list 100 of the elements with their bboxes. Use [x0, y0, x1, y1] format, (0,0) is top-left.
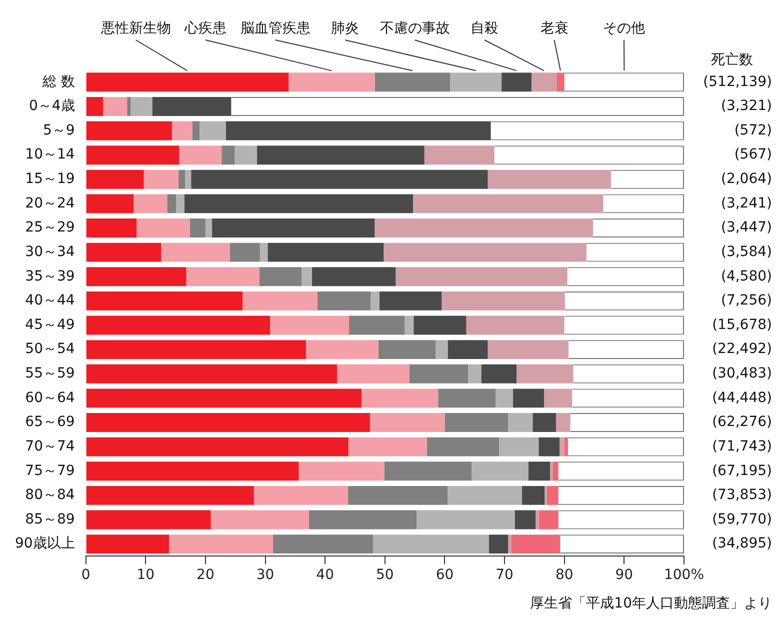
bar: [308, 510, 417, 530]
y2-axis-title: 死亡数: [711, 52, 753, 68]
bar: [86, 146, 180, 165]
bar: [374, 218, 594, 238]
bar: [86, 486, 254, 505]
bar: [384, 242, 586, 262]
bar: [349, 316, 405, 335]
bar: [416, 510, 515, 530]
bar: [86, 121, 172, 140]
bar: [205, 218, 212, 238]
x-tick-label: 30: [256, 567, 274, 584]
bar: [172, 121, 192, 140]
y2-tick-label: (3,584): [720, 244, 772, 260]
y2-tick-label: (73,853): [712, 487, 772, 504]
bar: [481, 364, 517, 384]
text: 脳血管疾患: [240, 20, 310, 37]
bar: [370, 413, 445, 432]
bar: [466, 316, 564, 335]
bar: [86, 72, 289, 92]
bar: [298, 462, 384, 481]
y2-tick-label: (3,241): [720, 195, 772, 212]
y-tick-label: 20～24: [25, 195, 75, 212]
text: 悪性新生物: [100, 20, 171, 37]
bar: [384, 462, 472, 481]
bar: [424, 146, 494, 165]
y-tick-label: 35～39: [25, 268, 75, 284]
bar: [442, 291, 565, 310]
bar: [130, 96, 152, 116]
bar: [380, 291, 442, 310]
bar: [256, 146, 424, 165]
bar: [404, 316, 414, 335]
y-tick-label: 40～44: [25, 292, 75, 309]
bar: [488, 170, 612, 189]
y-tick-label: 10～14: [25, 146, 75, 163]
bar: [508, 534, 512, 554]
bar: [86, 510, 211, 530]
bar: [528, 462, 550, 481]
bar: [186, 267, 260, 286]
bar: [260, 242, 268, 262]
bar: [127, 96, 131, 116]
bar: [268, 242, 384, 262]
bar: [448, 486, 522, 505]
y2-tick-label: (2,064): [720, 171, 772, 188]
bar: [86, 534, 169, 554]
bar: [86, 462, 299, 481]
bar: [86, 170, 144, 189]
bar: [556, 72, 564, 92]
bar: [134, 194, 168, 214]
bar: [103, 96, 128, 116]
bar: [378, 340, 436, 360]
bar: [136, 218, 190, 238]
x-tick-label: 50: [376, 567, 394, 584]
y2-tick-label: (34,895): [712, 536, 772, 552]
bar: [409, 364, 468, 384]
y2-tick-label: (44,448): [712, 390, 772, 406]
bar: [564, 437, 568, 456]
bar: [190, 218, 206, 238]
bar: [144, 170, 179, 189]
bar: [499, 437, 539, 456]
text: 不慮の事故: [380, 20, 450, 37]
bar: [531, 72, 557, 92]
bar: [508, 413, 533, 432]
bar: [230, 242, 260, 262]
x-tick-label: 90: [615, 567, 634, 584]
x-tick-label: 70: [496, 567, 514, 584]
y-tick-label: 60～64: [25, 390, 75, 406]
bar: [488, 534, 508, 554]
bar: [86, 242, 162, 262]
bar: [362, 388, 438, 408]
bar: [448, 340, 488, 360]
y-tick-label: 総 数: [41, 74, 75, 90]
bar: [348, 486, 448, 505]
bar: [312, 267, 396, 286]
bar: [86, 437, 348, 456]
y-tick-label: 65～69: [25, 414, 75, 430]
bar: [222, 146, 235, 165]
bar: [161, 242, 230, 262]
bar: [536, 510, 539, 530]
text: 老衰: [540, 20, 568, 37]
y-tick-label: 55～59: [25, 366, 75, 382]
y-tick-label: 25～29: [25, 220, 75, 236]
bar: [192, 121, 200, 140]
bar: [511, 534, 560, 554]
bar: [167, 194, 176, 214]
bar: [496, 388, 513, 408]
bar: [556, 413, 570, 432]
bar: [212, 218, 375, 238]
y2-tick-label: (22,492): [712, 341, 772, 358]
bar: [514, 510, 536, 530]
y2-tick-label: (59,770): [712, 511, 772, 528]
bar: [396, 267, 568, 286]
y-tick-label: 85～89: [25, 511, 75, 528]
bar: [86, 364, 338, 384]
x-tick-label: 20: [196, 567, 214, 584]
y2-tick-label: (3,321): [720, 98, 772, 114]
text: 厚生省「平成10年人口動態調査」より: [530, 596, 772, 612]
bar: [348, 437, 427, 456]
y2-tick-label: (3,447): [720, 220, 772, 236]
y2-tick-label: (512,139): [703, 74, 772, 90]
y2-tick-label: (4,580): [720, 268, 772, 284]
